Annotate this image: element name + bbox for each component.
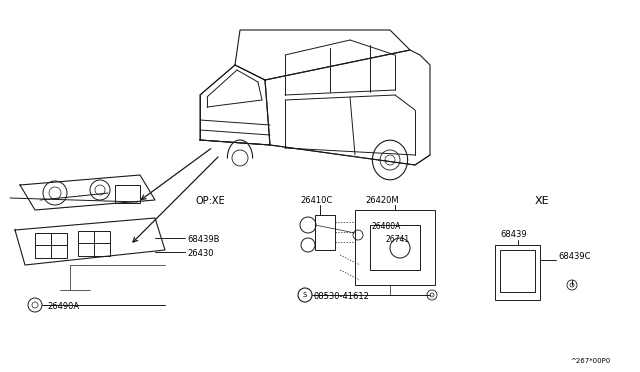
Text: 26410C: 26410C	[300, 196, 332, 205]
Text: 26420M: 26420M	[365, 196, 399, 205]
Bar	[35, 233, 67, 258]
Bar	[78, 231, 110, 256]
Bar	[370, 225, 420, 270]
Bar	[315, 215, 335, 250]
Text: 26490A: 26490A	[47, 302, 79, 311]
Text: 08530-41612: 08530-41612	[313, 292, 369, 301]
Text: ^267*00P0: ^267*00P0	[570, 358, 611, 364]
Text: 26741: 26741	[385, 235, 409, 244]
Text: S: S	[303, 292, 307, 298]
Bar	[500, 250, 535, 292]
Text: 68439: 68439	[500, 230, 527, 239]
Text: 26430: 26430	[187, 249, 214, 258]
Bar	[495, 245, 540, 300]
Text: 26480A: 26480A	[372, 222, 401, 231]
Text: 68439C: 68439C	[558, 252, 591, 261]
Text: OP:XE: OP:XE	[196, 196, 226, 206]
Text: 68439B: 68439B	[187, 235, 220, 244]
Text: XE: XE	[535, 196, 550, 206]
Bar	[355, 210, 435, 285]
Bar	[115, 185, 140, 203]
